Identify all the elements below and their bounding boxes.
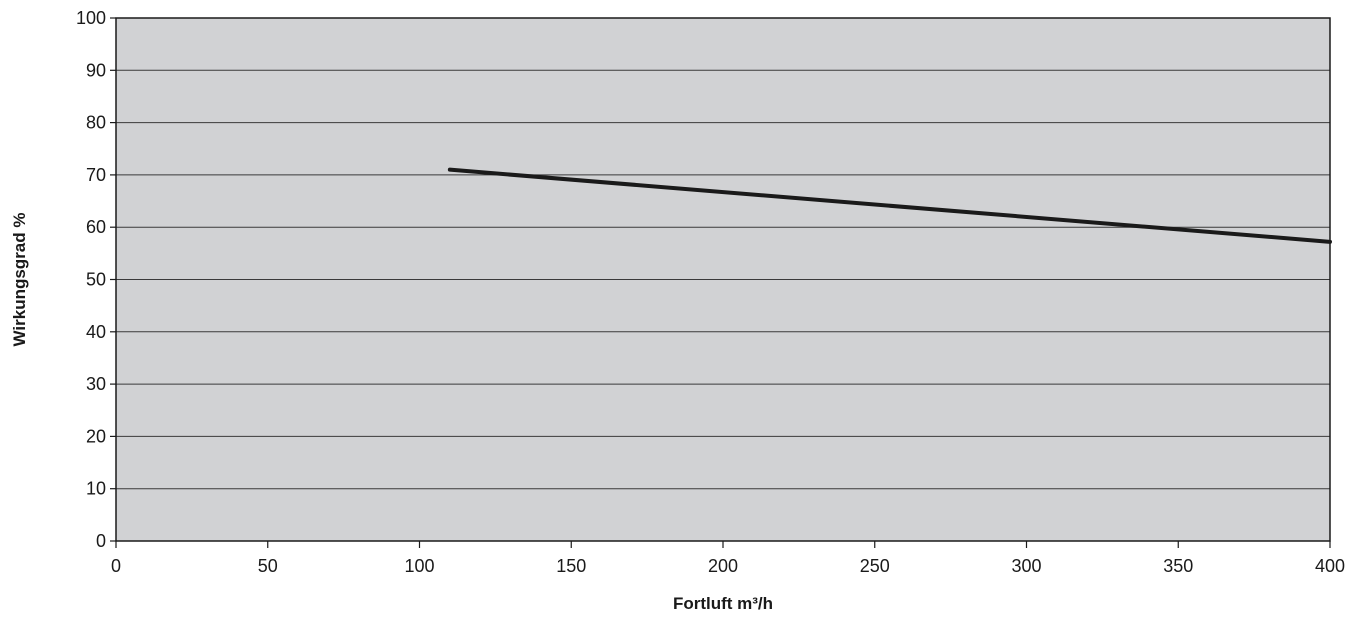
y-tick-label-70: 70 (86, 165, 106, 185)
x-tick-label-350: 350 (1163, 556, 1193, 576)
y-tick-label-20: 20 (86, 426, 106, 446)
y-tick-label-40: 40 (86, 322, 106, 342)
y-tick-label-50: 50 (86, 270, 106, 290)
x-tick-label-200: 200 (708, 556, 738, 576)
y-axis-label: Wirkungsgrad % (10, 213, 29, 347)
x-tick-label-300: 300 (1011, 556, 1041, 576)
y-tick-label-60: 60 (86, 217, 106, 237)
series-layer (447, 167, 1332, 244)
x-tick-label-150: 150 (556, 556, 586, 576)
y-tick-label-80: 80 (86, 113, 106, 133)
y-tick-label-10: 10 (86, 479, 106, 499)
x-tick-label-100: 100 (404, 556, 434, 576)
x-axis: 0 50 100 150 200 250 300 350 400 (111, 541, 1345, 576)
y-axis: 0 10 20 30 40 50 60 70 80 90 100 (76, 8, 116, 551)
x-axis-label: Fortluft m³/h (673, 594, 773, 613)
y-tick-label-90: 90 (86, 60, 106, 80)
y-tick-label-30: 30 (86, 374, 106, 394)
x-tick-label-250: 250 (860, 556, 890, 576)
y-tick-label-100: 100 (76, 8, 106, 28)
series-line-0 (447, 167, 1332, 244)
x-tick-label-0: 0 (111, 556, 121, 576)
y-tick-label-0: 0 (96, 531, 106, 551)
x-tick-label-400: 400 (1315, 556, 1345, 576)
gridlines (116, 69, 1330, 490)
x-tick-label-50: 50 (258, 556, 278, 576)
